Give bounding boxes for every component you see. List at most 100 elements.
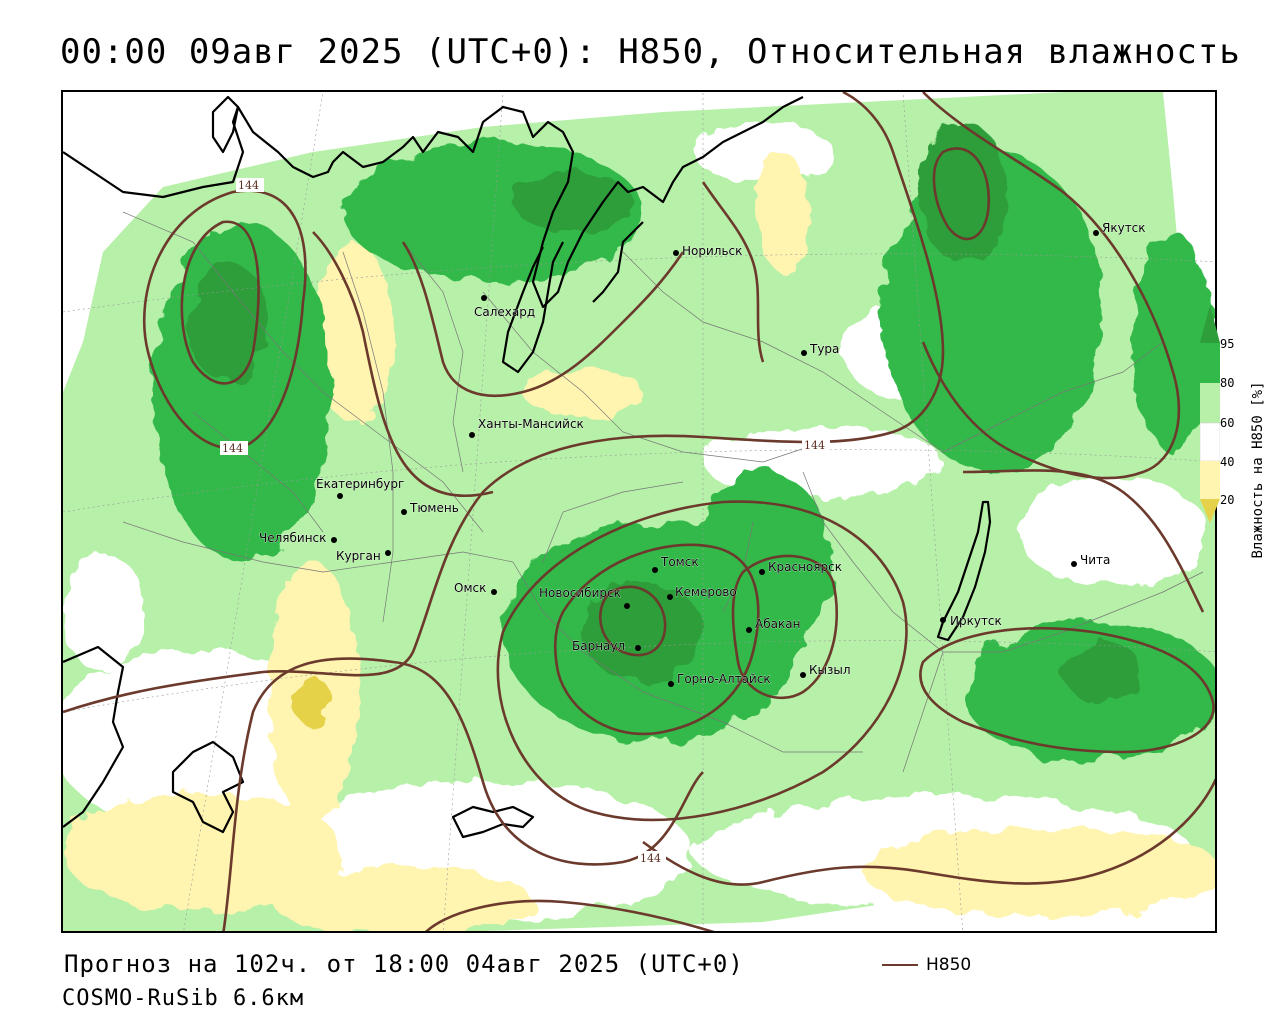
city-dot xyxy=(668,681,674,687)
ob-gulf xyxy=(592,221,644,303)
lake-baikal xyxy=(936,500,992,642)
contour-label-144-w: 144 xyxy=(222,442,243,455)
contour-west-upper xyxy=(312,231,494,498)
city-label: Тура xyxy=(809,342,839,356)
colorbar-tick-20: 20 xyxy=(1220,493,1235,507)
city-dot xyxy=(1093,230,1099,236)
dry-patch-nw xyxy=(63,552,143,672)
city-label: Горно-Алтайск xyxy=(677,672,771,686)
city-label: Омск xyxy=(454,581,486,595)
city-omsk[interactable]: Омск xyxy=(454,581,497,595)
saturated-nw xyxy=(188,262,268,382)
city-tura[interactable]: Тура xyxy=(801,342,840,356)
city-krasnoyarsk[interactable]: Красноярск xyxy=(759,560,842,575)
balkhash-lake xyxy=(451,805,535,839)
city-dot xyxy=(652,567,658,573)
city-dot xyxy=(331,537,337,543)
city-label: Барнаул xyxy=(572,639,625,653)
contour-label-bg xyxy=(802,438,830,452)
moist-east2 xyxy=(1133,232,1213,452)
city-kyzyl[interactable]: Кызыл xyxy=(800,663,851,678)
city-dot xyxy=(624,603,630,609)
city-dot xyxy=(667,594,673,600)
contour-east-low xyxy=(919,627,1215,754)
cities: Якутск Норильск Салехард Тура Ханты-Манс… xyxy=(259,221,1146,687)
city-label: Челябинск xyxy=(259,531,326,545)
city-label: Якутск xyxy=(1102,221,1146,235)
city-label: Абакан xyxy=(755,617,800,631)
city-dot xyxy=(401,509,407,515)
legend-label: H850 xyxy=(926,955,972,975)
region-borders xyxy=(122,211,1204,773)
city-label: Курган xyxy=(336,549,381,563)
aral-sea xyxy=(171,740,245,834)
city-irkutsk[interactable]: Иркутск xyxy=(940,614,1002,628)
city-dot xyxy=(801,350,807,356)
contour-baikal-east xyxy=(962,469,1205,613)
h850-contours xyxy=(63,92,1215,931)
colorbar-tick-80: 80 xyxy=(1220,376,1235,390)
novaya-zemlya xyxy=(211,95,240,154)
dry-yellow-se xyxy=(863,827,1215,917)
city-label: Новосибирск xyxy=(539,586,621,600)
city-label: Салехард xyxy=(474,305,535,319)
contour-144-main xyxy=(63,92,945,714)
city-chelyabinsk[interactable]: Челябинск xyxy=(259,531,337,545)
city-dot xyxy=(759,569,765,575)
map-panel[interactable]: 144 144 144 144 Якутск Норильск Салехард… xyxy=(61,90,1217,933)
city-yakutsk[interactable]: Якутск xyxy=(1093,221,1146,236)
contour-labels: 144 144 144 144 xyxy=(220,178,830,865)
coastlines xyxy=(63,95,992,839)
colorbar-segment-40-60 xyxy=(1200,422,1220,462)
contour-ne-ring xyxy=(921,92,1181,480)
city-dot xyxy=(940,617,946,623)
contour-north-east-mid xyxy=(701,181,765,363)
yamal-peninsula xyxy=(501,241,564,374)
city-label: Чита xyxy=(1080,553,1110,567)
contour-central-core xyxy=(598,585,667,657)
city-abakan[interactable]: Абакан xyxy=(746,617,801,633)
city-khanty-mansiysk[interactable]: Ханты-Мансийск xyxy=(469,417,584,438)
city-salekhard[interactable]: Салехард xyxy=(474,295,535,319)
contour-north-mid xyxy=(401,241,685,398)
very-dry-w xyxy=(295,677,331,727)
moist-center2 xyxy=(693,472,833,652)
city-chita[interactable]: Чита xyxy=(1071,553,1111,567)
contour-legend: H850 xyxy=(882,954,971,976)
city-dot xyxy=(746,627,752,633)
city-dot xyxy=(673,250,679,256)
legend-line-sample xyxy=(882,964,918,966)
model-name: COSMO-RuSib 6.6км xyxy=(62,986,305,1011)
city-dot xyxy=(635,645,641,651)
city-tomsk[interactable]: Томск xyxy=(652,555,699,573)
city-kurgan[interactable]: Курган xyxy=(336,549,391,563)
contour-central-east xyxy=(731,554,839,700)
dry-patch-n xyxy=(693,122,833,182)
humidity-colorbar xyxy=(1200,305,1220,523)
contour-label-144-south: 144 xyxy=(640,852,661,865)
contour-central-low xyxy=(496,500,908,822)
colorbar-segment-20-40 xyxy=(1200,461,1220,499)
city-dot xyxy=(481,295,487,301)
city-dot xyxy=(800,672,806,678)
city-kemerovo[interactable]: Кемерово xyxy=(667,585,737,600)
colorbar-top-arrow xyxy=(1200,305,1220,343)
map-title: 00:00 09авг 2025 (UTC+0): H850, Относите… xyxy=(60,32,1241,72)
city-tyumen[interactable]: Тюмень xyxy=(401,501,459,515)
contour-ne-low xyxy=(932,147,991,241)
saturated-ne xyxy=(918,122,1008,262)
contour-label-bg xyxy=(220,441,248,455)
city-gorno-altaysk[interactable]: Горно-Алтайск xyxy=(668,672,771,687)
city-norilsk[interactable]: Норильск xyxy=(673,244,743,258)
city-label: Кемерово xyxy=(675,585,737,599)
city-yekaterinburg[interactable]: Екатеринбург xyxy=(316,477,405,499)
map-canvas: 144 144 144 144 Якутск Норильск Салехард… xyxy=(63,92,1215,931)
contour-south xyxy=(222,657,704,931)
city-novosibirsk[interactable]: Новосибирск xyxy=(539,586,630,609)
humidity-field xyxy=(63,92,1215,931)
city-barnaul[interactable]: Барнаул xyxy=(572,639,641,653)
colorbar-tick-40: 40 xyxy=(1220,455,1235,469)
colorbar-segment-80-95 xyxy=(1200,343,1220,383)
colorbar-tick-60: 60 xyxy=(1220,416,1235,430)
city-dot xyxy=(469,432,475,438)
